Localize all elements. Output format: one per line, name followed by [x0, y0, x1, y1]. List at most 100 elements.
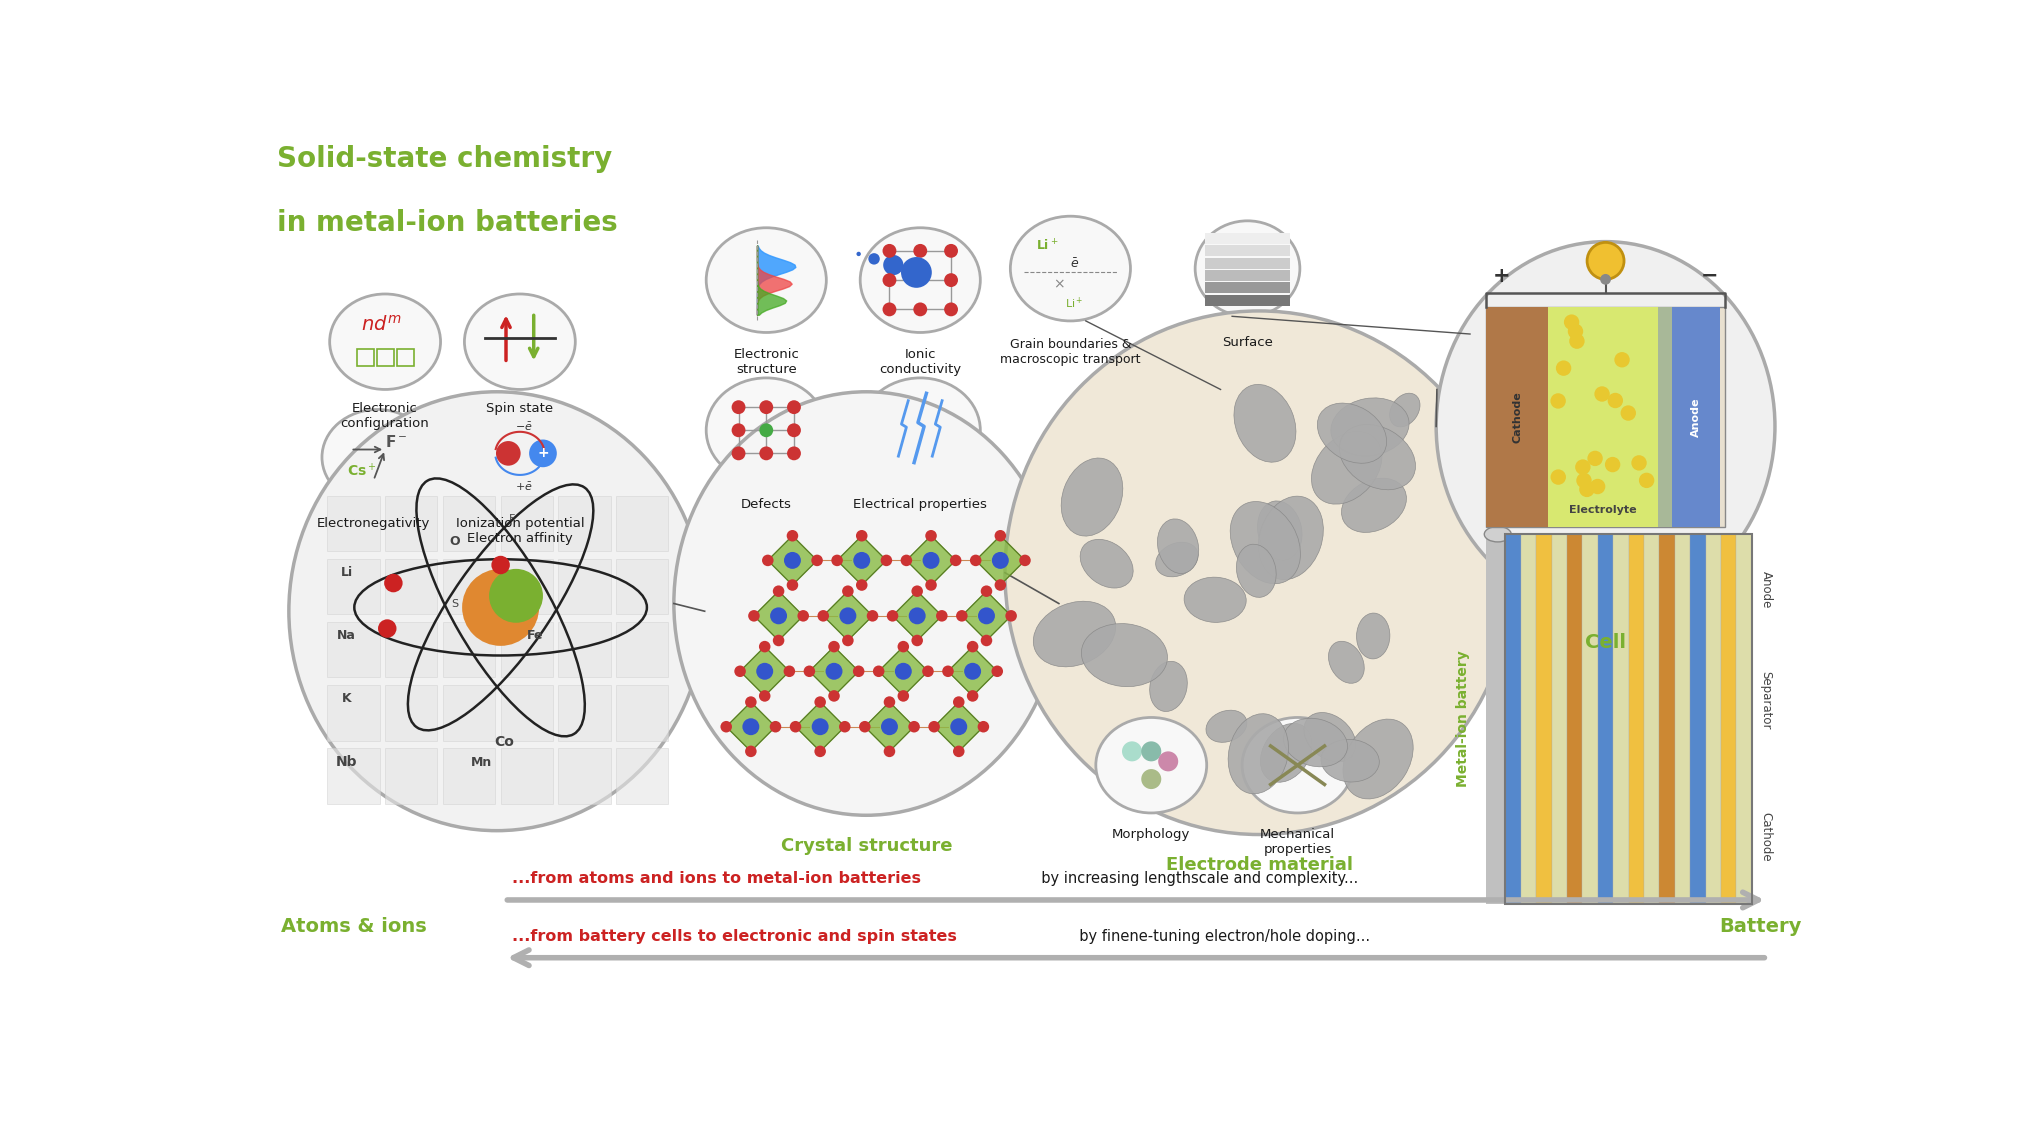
Circle shape	[783, 552, 801, 569]
Circle shape	[1576, 473, 1590, 488]
Text: Ionization potential
Electron affinity: Ionization potential Electron affinity	[455, 518, 585, 545]
Text: Electrolyte: Electrolyte	[1568, 505, 1637, 515]
Text: ...from battery cells to electronic and spin states: ...from battery cells to electronic and …	[512, 928, 957, 944]
Ellipse shape	[706, 228, 825, 333]
Circle shape	[1639, 473, 1653, 488]
Text: K: K	[342, 693, 352, 705]
Circle shape	[929, 721, 939, 732]
Text: Fe: Fe	[526, 629, 544, 642]
Circle shape	[840, 607, 856, 624]
Circle shape	[817, 610, 829, 622]
Ellipse shape	[1234, 385, 1295, 462]
Ellipse shape	[860, 228, 979, 333]
FancyBboxPatch shape	[443, 495, 496, 552]
Circle shape	[872, 666, 884, 677]
Circle shape	[378, 619, 397, 637]
Text: Na: Na	[338, 629, 356, 642]
FancyBboxPatch shape	[1566, 535, 1582, 904]
Circle shape	[813, 696, 825, 708]
Circle shape	[1574, 459, 1590, 475]
Text: F: F	[508, 514, 516, 523]
Polygon shape	[961, 591, 1012, 641]
Polygon shape	[755, 591, 803, 641]
Circle shape	[773, 585, 785, 597]
Circle shape	[1590, 478, 1604, 494]
Circle shape	[1568, 334, 1584, 349]
Circle shape	[825, 663, 842, 680]
Text: ...from atoms and ions to metal-ion batteries: ...from atoms and ions to metal-ion batt…	[512, 871, 920, 887]
Ellipse shape	[1034, 601, 1115, 667]
Circle shape	[991, 552, 1007, 569]
FancyBboxPatch shape	[1485, 535, 1509, 904]
Circle shape	[1020, 555, 1030, 566]
FancyBboxPatch shape	[1675, 535, 1689, 904]
FancyBboxPatch shape	[1548, 307, 1657, 527]
FancyBboxPatch shape	[1689, 535, 1705, 904]
Ellipse shape	[1339, 424, 1414, 490]
Circle shape	[868, 253, 880, 265]
Circle shape	[1005, 610, 1016, 622]
Ellipse shape	[1355, 614, 1390, 659]
Text: +: +	[536, 447, 548, 460]
Circle shape	[730, 400, 744, 414]
Circle shape	[908, 721, 918, 732]
FancyBboxPatch shape	[500, 622, 552, 678]
Circle shape	[922, 666, 933, 677]
FancyBboxPatch shape	[1629, 535, 1643, 904]
Circle shape	[856, 252, 860, 256]
FancyBboxPatch shape	[615, 495, 668, 552]
Text: Atoms & ions: Atoms & ions	[281, 917, 427, 936]
FancyBboxPatch shape	[1736, 535, 1752, 904]
Text: Electronic
structure: Electronic structure	[732, 347, 799, 376]
Ellipse shape	[1283, 719, 1347, 767]
Text: by increasing lengthscale and complexity...: by increasing lengthscale and complexity…	[1032, 871, 1357, 887]
Circle shape	[783, 666, 795, 677]
Circle shape	[925, 530, 937, 541]
Circle shape	[912, 302, 927, 316]
FancyBboxPatch shape	[1505, 535, 1519, 904]
Text: Co: Co	[494, 735, 514, 749]
Circle shape	[742, 719, 759, 735]
Text: Defects: Defects	[740, 499, 791, 511]
Circle shape	[993, 580, 1005, 591]
FancyBboxPatch shape	[1204, 246, 1289, 256]
FancyBboxPatch shape	[443, 748, 496, 804]
FancyBboxPatch shape	[328, 622, 380, 678]
Circle shape	[1594, 386, 1608, 402]
Circle shape	[1604, 457, 1620, 473]
Circle shape	[496, 441, 520, 466]
Text: Anode: Anode	[1758, 571, 1772, 608]
FancyBboxPatch shape	[1659, 535, 1675, 904]
Polygon shape	[864, 702, 914, 751]
Circle shape	[991, 666, 1003, 677]
FancyBboxPatch shape	[558, 495, 611, 552]
Polygon shape	[838, 536, 886, 585]
Text: $\times$: $\times$	[1052, 277, 1064, 291]
Polygon shape	[795, 702, 844, 751]
FancyBboxPatch shape	[558, 558, 611, 615]
Circle shape	[759, 400, 773, 414]
Circle shape	[953, 696, 965, 708]
FancyBboxPatch shape	[328, 495, 380, 552]
FancyBboxPatch shape	[558, 748, 611, 804]
Ellipse shape	[1060, 458, 1123, 536]
FancyBboxPatch shape	[500, 685, 552, 741]
FancyBboxPatch shape	[384, 685, 437, 741]
Circle shape	[759, 423, 773, 438]
FancyBboxPatch shape	[1485, 307, 1724, 527]
Circle shape	[744, 696, 757, 708]
Circle shape	[827, 690, 840, 702]
FancyBboxPatch shape	[615, 748, 668, 804]
FancyBboxPatch shape	[1535, 535, 1552, 904]
FancyBboxPatch shape	[384, 622, 437, 678]
Circle shape	[734, 666, 746, 677]
Text: Li$^+$: Li$^+$	[1064, 296, 1082, 311]
Ellipse shape	[1327, 641, 1364, 684]
Text: $nd^m$: $nd^m$	[360, 315, 401, 335]
Circle shape	[922, 552, 939, 569]
Circle shape	[912, 244, 927, 258]
Text: by finene-tuning electron/hole doping...: by finene-tuning electron/hole doping...	[1070, 928, 1370, 944]
Text: $+\bar{e}$: $+\bar{e}$	[514, 481, 532, 493]
Circle shape	[894, 663, 910, 680]
Circle shape	[882, 273, 896, 287]
